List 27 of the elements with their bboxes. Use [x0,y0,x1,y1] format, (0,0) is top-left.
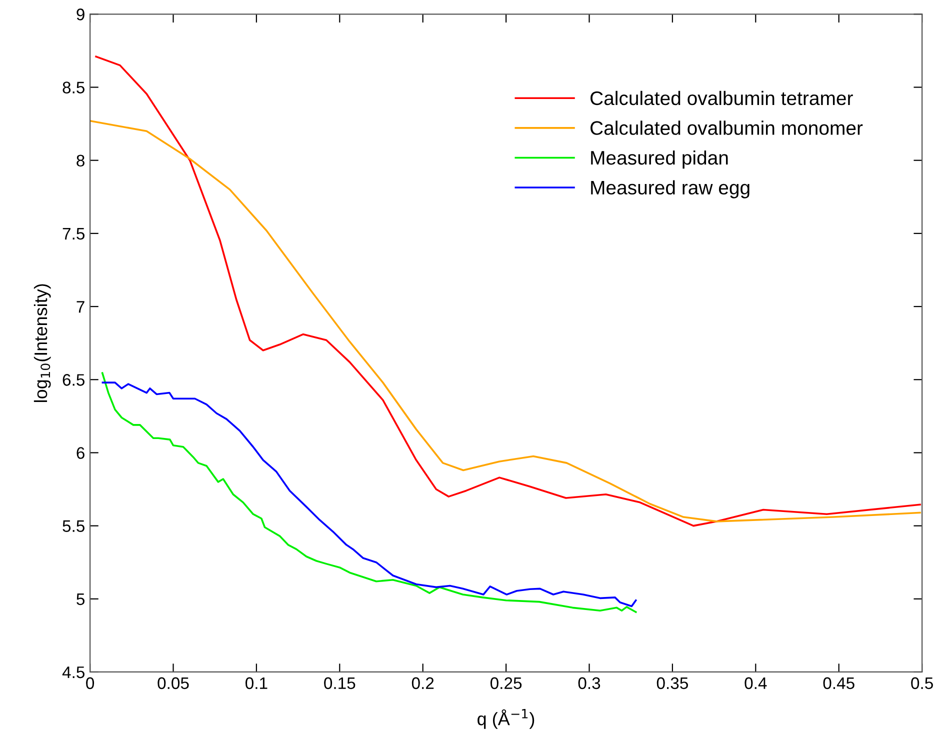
x-axis-title: q (Å$^{−1}$) [478,709,534,729]
y-tick-label: 6 [76,447,84,459]
y-tick-label: 5.5 [62,520,84,532]
y-tick-label: 7 [76,301,84,313]
x-tick-label: 0.3 [578,677,600,690]
x-tick-label: 0.25 [490,677,522,690]
x-tick-label: 0.5 [911,677,933,690]
legend-label: Measured raw egg [591,180,750,198]
legend-label: Measured pidan [591,150,728,169]
x-tick-label: 0.45 [823,677,854,690]
y-tick-label: 8 [76,154,84,167]
y-tick-label: 8.5 [62,82,84,94]
y-tick-label: 9 [76,8,84,20]
y-tick-label: 6.5 [62,374,84,386]
legend-label: Calculated ovalbumin monomer [590,120,863,135]
x-tick-label: 0 [86,677,94,690]
x-tick-label: 0.35 [656,677,688,690]
x-tick-label: 0.2 [412,677,434,690]
x-tick-label: 0.1 [246,677,268,690]
y-axis-title: log$_{10}$(Intensity) [34,284,51,402]
y-tick-label: 5 [76,593,84,606]
legend-label: Calculated ovalbumin tetramer [590,90,853,106]
x-tick-label: 0.4 [744,677,767,690]
x-tick-label: 0.05 [158,677,189,690]
y-tick-label: 7.5 [62,228,84,240]
y-tick-label: 4.5 [62,666,84,678]
x-tick-label: 0.15 [324,677,356,690]
